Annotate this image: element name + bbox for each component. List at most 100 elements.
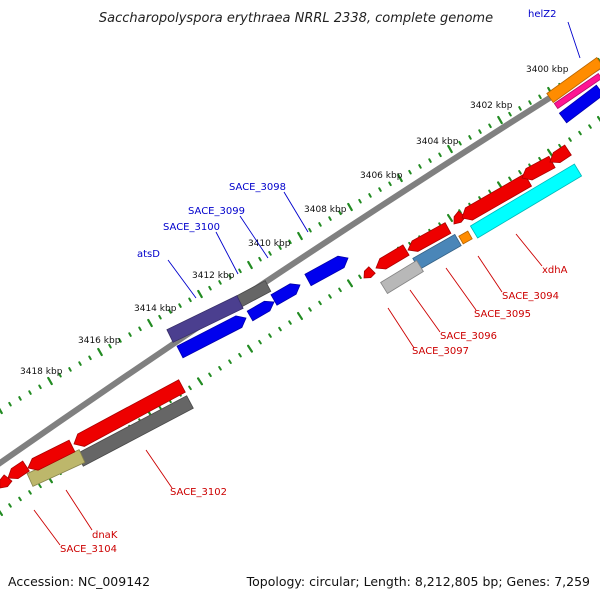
plus-tick-mark — [397, 173, 403, 183]
plus-tick-mark — [278, 245, 282, 250]
plus-tick-mark — [18, 396, 22, 401]
gene-helZ2-magenta[interactable] — [553, 72, 600, 110]
gene-SACE-3094-red[interactable] — [453, 210, 467, 225]
tick-label: 3400 kbp — [526, 65, 569, 75]
minus-tick-mark — [508, 176, 512, 182]
plus-tick-mark — [338, 210, 342, 216]
minus-tick-mark — [518, 170, 522, 175]
gene-SACE-3095-red[interactable] — [407, 222, 452, 252]
minus-tick-mark — [8, 503, 12, 508]
gene-SACE-3097-silver[interactable] — [380, 259, 424, 295]
plus-tick-mark — [518, 106, 522, 111]
gene-helZ2-blue[interactable] — [558, 84, 600, 124]
gene-SACE-3099[interactable] — [270, 283, 301, 306]
plus-tick-mark — [528, 100, 532, 105]
minus-tick-mark — [308, 307, 312, 312]
gene-SACE-3098[interactable] — [304, 255, 349, 287]
gene-label[interactable]: xdhA — [542, 265, 568, 276]
plus-tick-mark — [0, 407, 3, 415]
minus-label-leader — [387, 307, 415, 349]
minus-tick-mark — [568, 137, 572, 142]
gene-helZ2-orange[interactable] — [546, 56, 600, 104]
gene-SACE-3094[interactable] — [458, 230, 473, 245]
gene-label[interactable]: SACE_3104 — [60, 544, 117, 555]
plus-tick-mark — [358, 198, 362, 204]
minus-label-leader — [33, 509, 61, 546]
gene-label[interactable]: dnaK — [92, 530, 118, 541]
tick-label: 3402 kbp — [470, 101, 513, 111]
plus-tick-mark — [147, 318, 153, 328]
plus-tick-mark — [47, 376, 53, 386]
minus-tick-mark — [546, 148, 554, 157]
gene-label[interactable]: SACE_3094 — [502, 291, 559, 302]
gene-red-minus-c[interactable] — [549, 144, 572, 164]
plus-tick-mark — [488, 123, 492, 129]
gene-red-minus-f[interactable] — [27, 439, 76, 471]
plus-strand-ticks — [0, 57, 600, 415]
gene-SACE-3104[interactable] — [0, 474, 13, 489]
plus-tick-mark — [368, 193, 372, 198]
minus-tick-mark — [578, 130, 582, 136]
gene-red-minus-e[interactable] — [363, 266, 376, 279]
minus-tick-mark — [18, 496, 22, 502]
gene-label[interactable]: SACE_3098 — [229, 182, 286, 193]
plus-tick-mark — [458, 140, 462, 146]
plus-tick-mark — [388, 181, 392, 187]
plus-tick-mark — [68, 367, 72, 372]
plus-tick-mark — [118, 338, 122, 343]
gene-xdhA[interactable] — [469, 163, 583, 239]
tick-label: 3418 kbp — [20, 367, 63, 377]
tick-label: 3410 kbp — [248, 239, 291, 249]
gene-labels: helZ2 SACE_3098 SACE_3099 SACE_3100 atsD xdhA… — [60, 9, 568, 555]
minus-label-leader — [515, 233, 543, 267]
tick-label: 3408 kbp — [304, 205, 347, 215]
genome-backbone — [0, 62, 600, 467]
gene-label[interactable]: SACE_3102 — [170, 487, 227, 498]
plus-tick-mark — [138, 326, 142, 332]
tick-label: 3416 kbp — [78, 336, 121, 346]
gene-label[interactable]: atsD — [137, 249, 160, 260]
minus-label-leader — [145, 449, 173, 489]
gene-features — [0, 56, 600, 489]
gene-label[interactable]: SACE_3097 — [412, 346, 469, 357]
position-tick-labels: 3400 kbp 3402 kbp 3404 kbp 3406 kbp 3408 kbp… — [20, 65, 569, 377]
plus-tick-mark — [378, 187, 382, 192]
plus-label-leader — [215, 231, 239, 275]
gene-SACE-3100[interactable] — [246, 300, 275, 322]
plus-tick-mark — [308, 227, 312, 233]
plus-tick-mark — [408, 169, 412, 175]
tick-label: 3404 kbp — [416, 137, 459, 147]
gene-label[interactable]: helZ2 — [528, 9, 556, 20]
minus-tick-mark — [208, 372, 212, 378]
gene-red-minus-d[interactable] — [375, 244, 410, 270]
plus-tick-mark — [8, 401, 12, 407]
genome-summary-text: Topology: circular; Length: 8,212,805 bp… — [246, 574, 590, 589]
plus-tick-mark — [268, 251, 272, 256]
minus-tick-mark — [188, 385, 192, 391]
plus-tick-mark — [58, 372, 62, 378]
gene-SACE-3102-red[interactable] — [73, 379, 186, 447]
minus-label-leader — [445, 267, 477, 311]
plus-tick-mark — [238, 268, 242, 274]
plus-tick-mark — [108, 343, 112, 349]
minus-label-leader — [477, 255, 503, 293]
plus-tick-mark — [428, 158, 432, 163]
minus-tick-mark — [296, 311, 304, 321]
gene-atsD[interactable] — [166, 295, 244, 343]
gene-blue-plus-2[interactable] — [176, 315, 247, 359]
gene-label[interactable]: SACE_3095 — [474, 309, 531, 320]
gene-dnaK[interactable] — [26, 449, 86, 487]
plus-tick-mark — [178, 303, 182, 308]
tick-label: 3414 kbp — [134, 304, 177, 314]
gene-red-minus-b[interactable] — [521, 155, 556, 181]
gene-label[interactable]: SACE_3100 — [163, 222, 220, 233]
gene-label[interactable]: SACE_3096 — [440, 331, 497, 342]
minus-tick-mark — [588, 124, 592, 129]
gene-red-minus-g[interactable] — [7, 460, 30, 480]
plus-label-leader — [239, 215, 269, 259]
minus-tick-mark — [28, 490, 32, 495]
gene-label[interactable]: SACE_3099 — [188, 206, 245, 217]
minus-tick-mark — [488, 189, 492, 195]
plus-tick-mark — [538, 94, 542, 100]
